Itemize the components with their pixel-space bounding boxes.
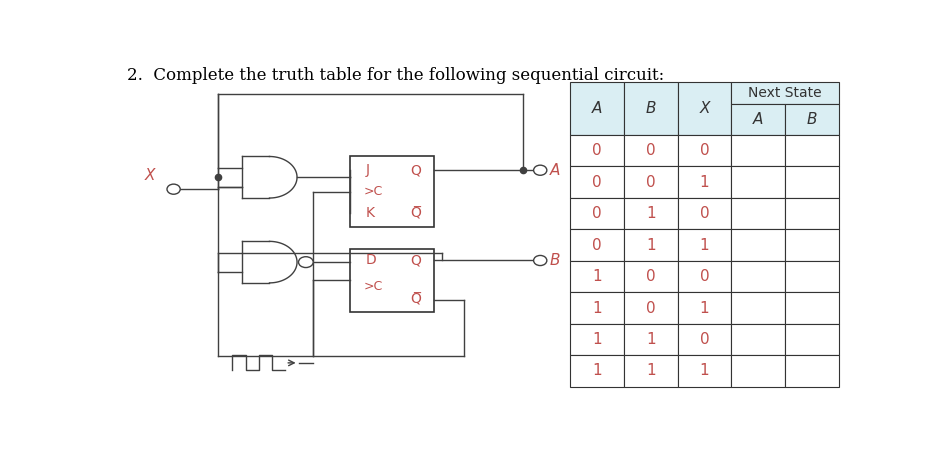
Text: 1: 1 [700,174,709,189]
Bar [624,355,678,387]
Text: >C: >C [363,280,382,293]
Bar [571,82,624,135]
Bar [731,82,839,104]
Text: 0: 0 [646,269,656,284]
Bar [350,249,434,312]
Ellipse shape [299,257,313,267]
Bar [571,355,624,387]
Bar [571,135,624,166]
Text: 0: 0 [700,143,709,158]
Bar [731,324,785,355]
Text: 1: 1 [700,363,709,378]
Bar [678,292,731,324]
Bar [785,261,839,292]
Bar [624,135,678,166]
Bar [624,292,678,324]
Bar [731,104,785,135]
Bar [731,355,785,387]
Text: 0: 0 [646,174,656,189]
Bar [624,229,678,261]
Bar [731,135,785,166]
Bar [678,355,731,387]
Text: 0: 0 [700,332,709,347]
Text: B: B [646,101,656,116]
Bar [624,82,678,135]
Text: K: K [366,206,375,220]
Text: D: D [366,254,377,267]
Text: 1: 1 [592,301,602,316]
Bar [731,198,785,229]
Bar [678,135,731,166]
Text: Next State: Next State [748,86,822,100]
Text: 2.  Complete the truth table for the following sequential circuit:: 2. Complete the truth table for the foll… [127,67,665,84]
Text: B: B [550,253,560,268]
Bar [785,324,839,355]
Text: 1: 1 [646,206,656,221]
Bar [731,166,785,198]
Bar [678,82,731,135]
Bar [785,198,839,229]
Text: 1: 1 [700,238,709,253]
Text: 1: 1 [592,332,602,347]
Bar [731,261,785,292]
Bar [571,198,624,229]
Text: 1: 1 [592,363,602,378]
Text: 0: 0 [646,143,656,158]
Bar [350,157,434,227]
Bar [785,135,839,166]
Bar [731,229,785,261]
Bar [678,261,731,292]
Bar [624,198,678,229]
Bar [785,104,839,135]
Text: 1: 1 [646,332,656,347]
Text: 1: 1 [646,238,656,253]
Bar [571,292,624,324]
Bar [571,229,624,261]
Bar [624,166,678,198]
Text: Q: Q [410,254,421,267]
Text: 0: 0 [592,143,602,158]
Bar [624,261,678,292]
Text: 0: 0 [700,269,709,284]
Bar [678,324,731,355]
Text: J: J [366,163,370,177]
Ellipse shape [534,165,547,175]
Bar [785,355,839,387]
Ellipse shape [534,256,547,265]
Bar [785,229,839,261]
Bar [785,292,839,324]
Text: 1: 1 [700,301,709,316]
Bar [678,198,731,229]
Bar [571,324,624,355]
Ellipse shape [167,184,180,194]
Bar [571,261,624,292]
Text: Q̅: Q̅ [410,206,421,220]
Bar [624,324,678,355]
Bar [678,166,731,198]
Text: 0: 0 [592,238,602,253]
Text: 1: 1 [592,269,602,284]
Bar [785,166,839,198]
Bar [731,292,785,324]
Text: X: X [145,168,155,183]
Text: 0: 0 [700,206,709,221]
Text: 0: 0 [646,301,656,316]
Text: >C: >C [363,185,382,198]
Bar [571,166,624,198]
Text: Q: Q [410,163,421,177]
Text: 0: 0 [592,174,602,189]
Text: B: B [807,112,817,127]
Bar [678,229,731,261]
Text: A: A [592,101,602,116]
Text: Q̅: Q̅ [410,293,421,307]
Text: 0: 0 [592,206,602,221]
Text: X: X [700,101,710,116]
Text: 1: 1 [646,363,656,378]
Text: A: A [550,163,560,178]
Text: A: A [753,112,763,127]
